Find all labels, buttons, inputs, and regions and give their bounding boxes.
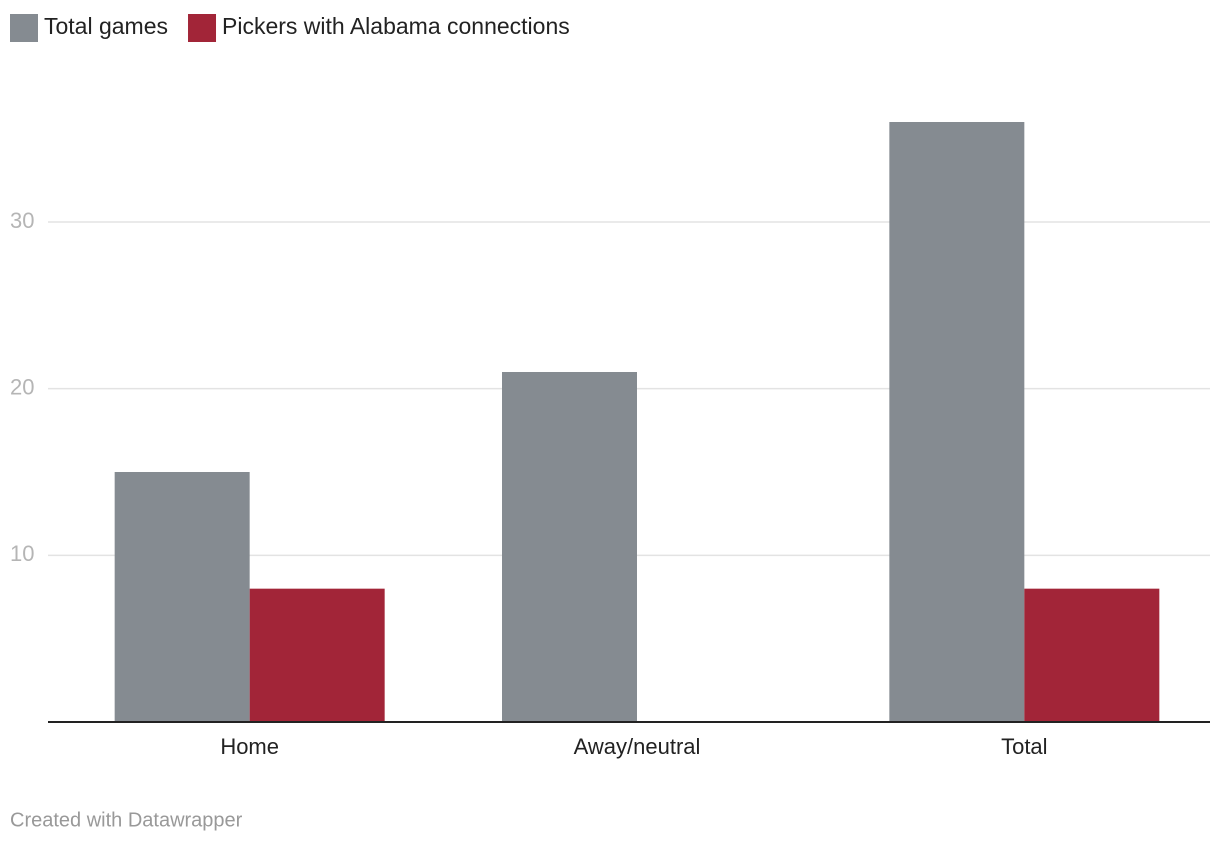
y-tick-label: 10 xyxy=(10,541,34,566)
bar xyxy=(1024,588,1160,722)
footer: Created with Datawrapper xyxy=(10,809,243,831)
x-tick-label: Home xyxy=(220,734,279,759)
bar xyxy=(114,472,250,722)
legend-swatch xyxy=(10,14,38,42)
bar xyxy=(889,122,1025,722)
legend-swatch xyxy=(188,14,217,42)
y-tick-label: 20 xyxy=(10,374,34,399)
bar xyxy=(249,588,385,722)
bar xyxy=(502,372,637,722)
legend-label: Pickers with Alabama connections xyxy=(222,13,570,39)
legend-label: Total games xyxy=(44,13,168,39)
x-tick-label: Total xyxy=(1001,734,1047,759)
x-tick-label: Away/neutral xyxy=(574,734,701,759)
y-tick-label: 30 xyxy=(10,208,34,233)
